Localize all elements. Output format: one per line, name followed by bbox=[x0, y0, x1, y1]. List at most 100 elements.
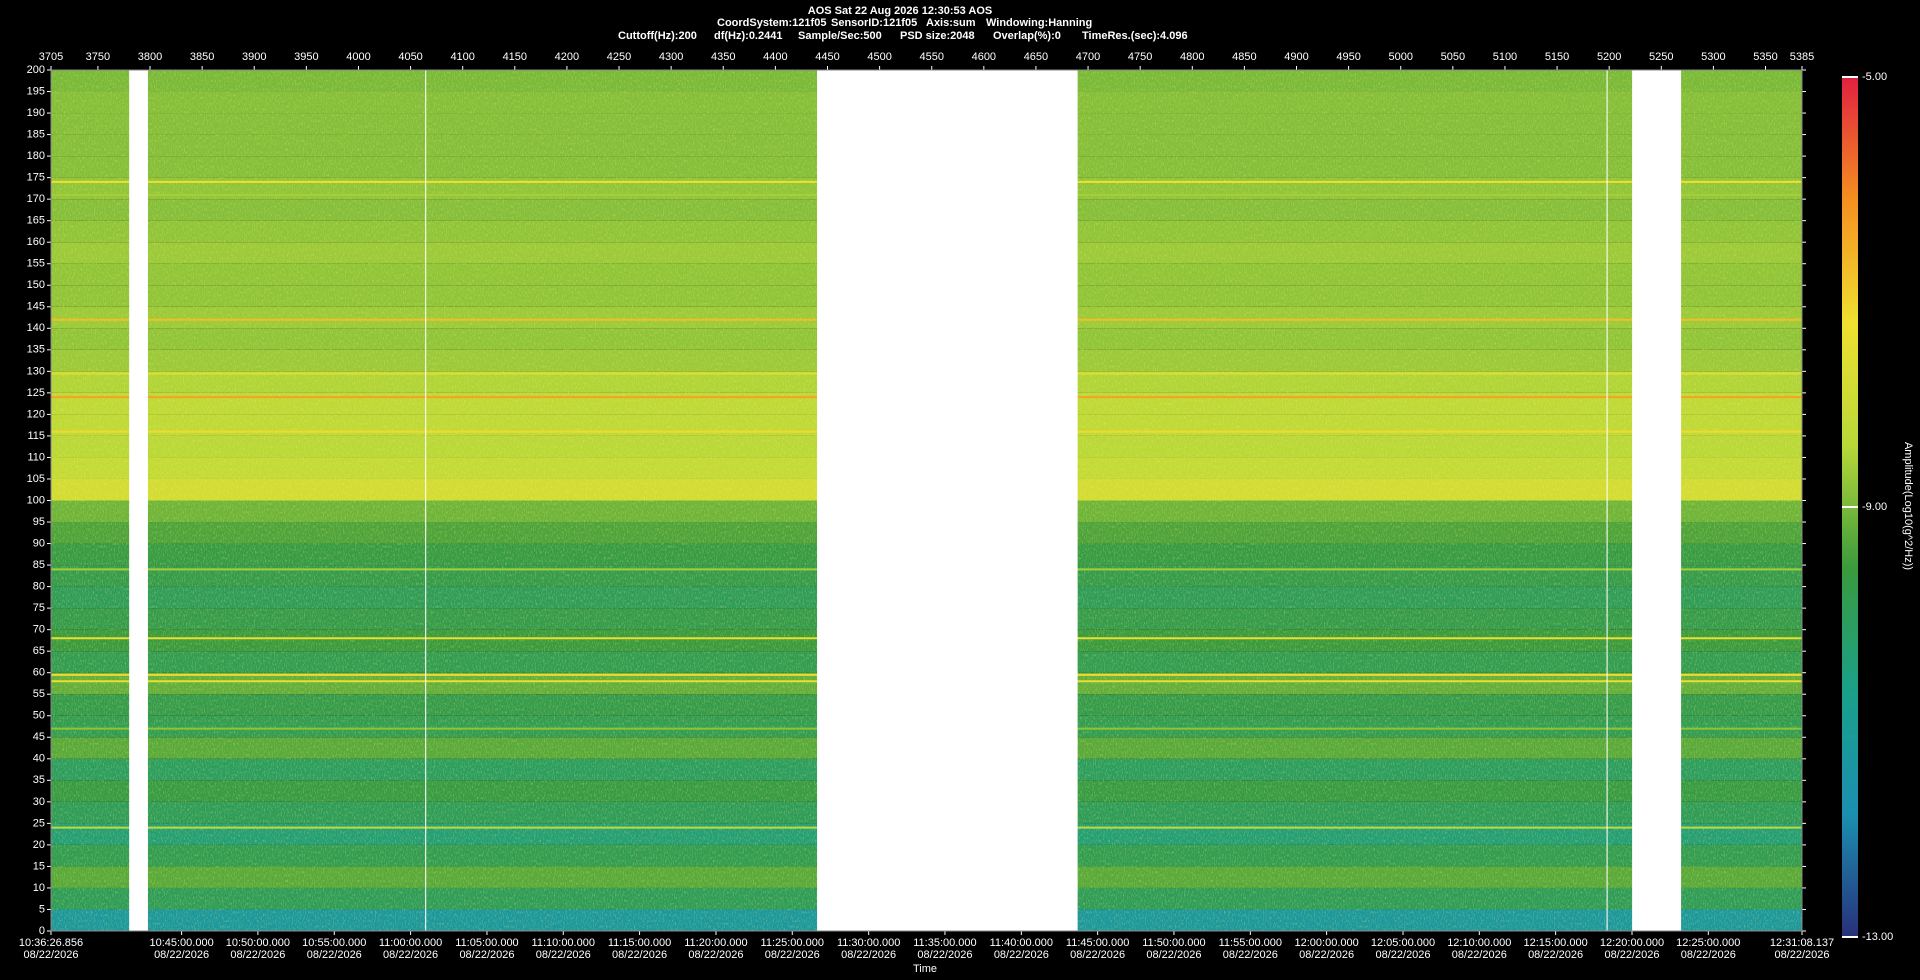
y-tick-label: 85 bbox=[33, 559, 45, 571]
x-tick-label: 5250 bbox=[1649, 51, 1673, 63]
x-tick-label: 3900 bbox=[242, 51, 266, 63]
time-tick-label: 12:05:00.000 bbox=[1371, 937, 1435, 949]
time-tick-label: 11:05:00.000 bbox=[455, 937, 518, 949]
x-tick-label: 5050 bbox=[1441, 51, 1465, 63]
y-tick-label: 55 bbox=[33, 688, 45, 700]
y-tick-label: 5 bbox=[39, 903, 45, 915]
time-tick-label: 10:50:00.000 bbox=[226, 937, 290, 949]
x-tick-label: 4100 bbox=[450, 51, 474, 63]
y-tick-label: 15 bbox=[33, 860, 45, 872]
y-tick-label: 185 bbox=[27, 128, 45, 140]
colorbar-tick-label: -5.00 bbox=[1862, 71, 1887, 83]
time-tick-label: 12:25:00.000 bbox=[1676, 937, 1740, 949]
data-gap bbox=[1606, 70, 1608, 931]
data-gap bbox=[817, 70, 1078, 931]
x-tick-label: 3950 bbox=[294, 51, 318, 63]
x-tick-label: 4400 bbox=[763, 51, 787, 63]
time-tick-date: 08/22/2026 bbox=[154, 949, 209, 961]
time-tick-label: 12:31:08.137 bbox=[1770, 937, 1834, 949]
y-tick-label: 35 bbox=[33, 774, 45, 786]
colorbar-tick-label: -13.00 bbox=[1862, 931, 1893, 943]
y-tick-label: 50 bbox=[33, 710, 45, 722]
x-tick-label: 4000 bbox=[346, 51, 370, 63]
x-tick-label: 5150 bbox=[1545, 51, 1569, 63]
y-tick-label: 70 bbox=[33, 624, 45, 636]
x-tick-label: 5385 bbox=[1790, 51, 1814, 63]
time-tick-date: 08/22/2026 bbox=[536, 949, 591, 961]
time-tick-label: 10:36:26.856 bbox=[19, 937, 83, 949]
y-tick-label: 60 bbox=[33, 667, 45, 679]
info: df(Hz):0.2441 bbox=[714, 30, 782, 42]
time-tick-label: 11:25:00.000 bbox=[761, 937, 824, 949]
y-tick-label: 125 bbox=[27, 387, 45, 399]
x-tick-label: 4150 bbox=[503, 51, 527, 63]
x-tick-label: 4250 bbox=[607, 51, 631, 63]
y-tick-label: 170 bbox=[27, 193, 45, 205]
x-tick-label: 4800 bbox=[1180, 51, 1204, 63]
time-tick-label: 12:10:00.000 bbox=[1447, 937, 1511, 949]
x-tick-label: 4900 bbox=[1284, 51, 1308, 63]
data-gap bbox=[425, 70, 427, 931]
y-tick-label: 30 bbox=[33, 796, 45, 808]
time-tick-date: 08/22/2026 bbox=[612, 949, 667, 961]
x-tick-label: 4700 bbox=[1076, 51, 1100, 63]
y-tick-label: 140 bbox=[27, 322, 45, 334]
y-tick-label: 20 bbox=[33, 839, 45, 851]
y-tick-label: 130 bbox=[27, 365, 45, 377]
x-tick-label: 5200 bbox=[1597, 51, 1621, 63]
x-tick-label: 5100 bbox=[1493, 51, 1517, 63]
time-tick-label: 11:50:00.000 bbox=[1142, 937, 1205, 949]
time-tick-label: 12:15:00.000 bbox=[1523, 937, 1587, 949]
time-tick-label: 11:40:00.000 bbox=[990, 937, 1053, 949]
info: Overlap(%):0 bbox=[993, 30, 1061, 42]
x-tick-label: 3750 bbox=[86, 51, 110, 63]
colorbar-tick-label: -9.00 bbox=[1862, 501, 1887, 513]
time-tick-label: 12:00:00.000 bbox=[1295, 937, 1359, 949]
time-tick-label: 11:35:00.000 bbox=[913, 937, 976, 949]
y-tick-label: 190 bbox=[27, 107, 45, 119]
x-tick-label: 5000 bbox=[1388, 51, 1412, 63]
time-tick-date: 08/22/2026 bbox=[230, 949, 285, 961]
info: Cuttoff(Hz):200 bbox=[618, 30, 697, 42]
time-tick-date: 08/22/2026 bbox=[23, 949, 78, 961]
y-tick-label: 0 bbox=[39, 925, 45, 937]
time-tick-date: 08/22/2026 bbox=[1223, 949, 1278, 961]
y-tick-label: 95 bbox=[33, 516, 45, 528]
x-tick-label: 4950 bbox=[1336, 51, 1360, 63]
time-tick-label: 11:45:00.000 bbox=[1066, 937, 1129, 949]
axes: 0510152025303540455055606570758085909510… bbox=[19, 51, 1893, 961]
info: PSD size:2048 bbox=[900, 30, 975, 42]
time-tick-label: 12:20:00.000 bbox=[1600, 937, 1664, 949]
y-tick-label: 40 bbox=[33, 753, 45, 765]
y-tick-label: 65 bbox=[33, 645, 45, 657]
info: SensorID:121f05 bbox=[831, 17, 917, 29]
x-tick-label: 3705 bbox=[39, 51, 63, 63]
time-tick-date: 08/22/2026 bbox=[1146, 949, 1201, 961]
time-tick-date: 08/22/2026 bbox=[1774, 949, 1829, 961]
time-tick-date: 08/22/2026 bbox=[1604, 949, 1659, 961]
chart-title: AOS Sat 22 Aug 2026 12:30:53 AOS bbox=[808, 5, 992, 17]
y-tick-label: 110 bbox=[27, 451, 45, 463]
time-tick-date: 08/22/2026 bbox=[459, 949, 514, 961]
x-tick-label: 4750 bbox=[1128, 51, 1152, 63]
x-tick-label: 3850 bbox=[190, 51, 214, 63]
info: TimeRes.(sec):4.096 bbox=[1082, 30, 1188, 42]
y-tick-label: 80 bbox=[33, 581, 45, 593]
y-tick-label: 175 bbox=[27, 172, 45, 184]
info: Windowing:Hanning bbox=[986, 17, 1092, 29]
x-tick-label: 4600 bbox=[972, 51, 996, 63]
y-tick-label: 200 bbox=[27, 64, 45, 76]
time-tick-date: 08/22/2026 bbox=[765, 949, 820, 961]
y-tick-label: 105 bbox=[27, 473, 45, 485]
time-tick-label: 11:10:00.000 bbox=[532, 937, 595, 949]
y-tick-label: 100 bbox=[27, 494, 45, 506]
x-tick-label: 4050 bbox=[398, 51, 422, 63]
time-tick-label: 11:20:00.000 bbox=[684, 937, 747, 949]
time-tick-label: 11:30:00.000 bbox=[837, 937, 900, 949]
time-tick-date: 08/22/2026 bbox=[841, 949, 896, 961]
y-tick-label: 135 bbox=[27, 344, 45, 356]
time-tick-date: 08/22/2026 bbox=[307, 949, 362, 961]
x-axis-label: Time bbox=[913, 963, 937, 975]
time-tick-label: 10:45:00.000 bbox=[149, 937, 213, 949]
